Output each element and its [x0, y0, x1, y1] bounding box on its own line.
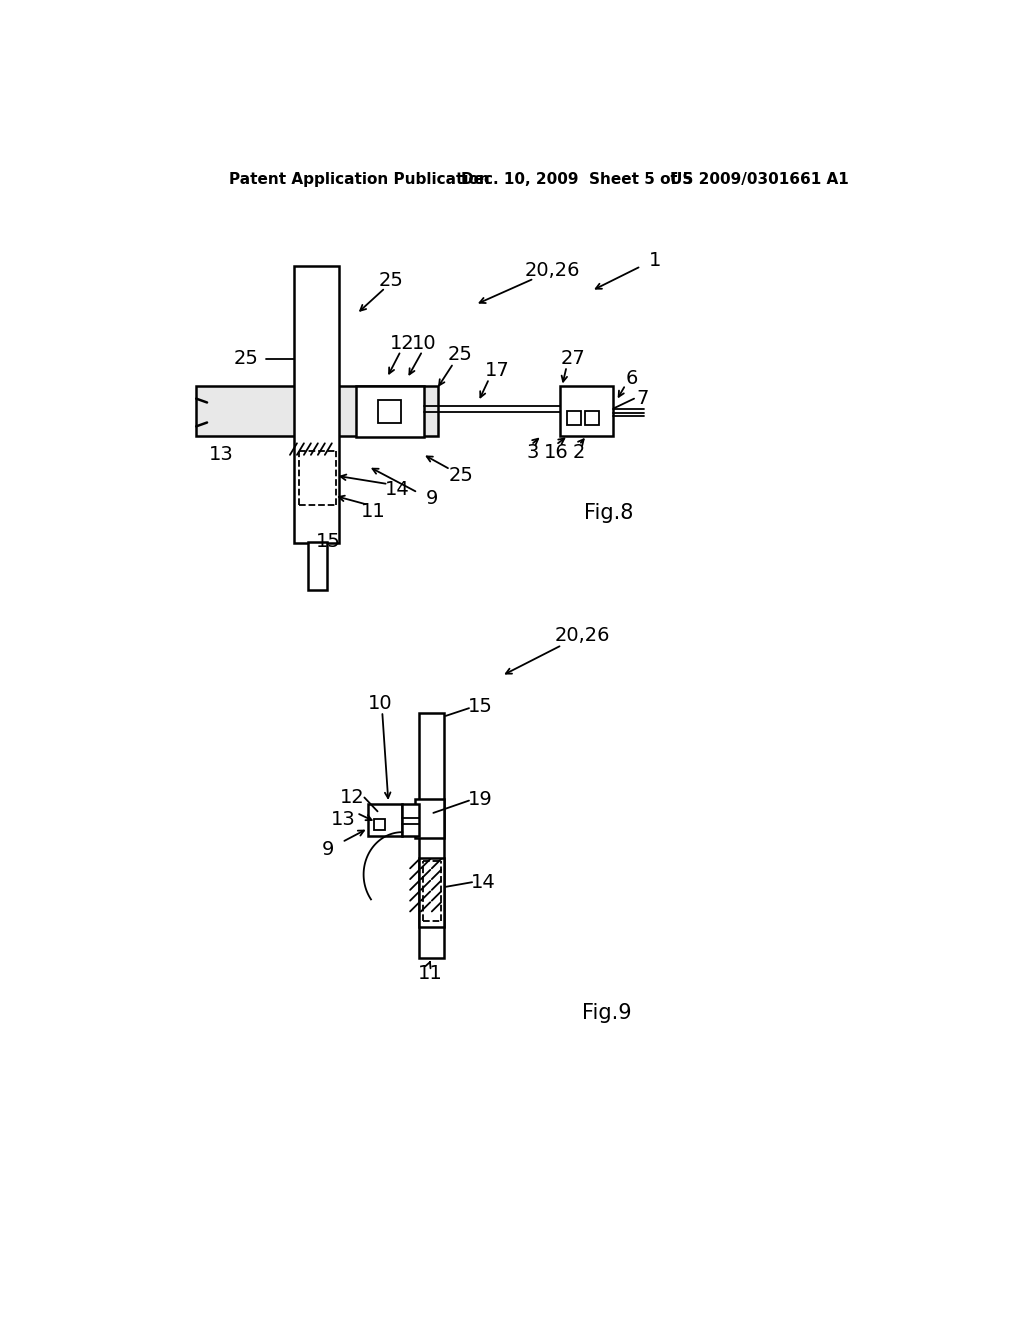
Bar	[308, 543, 328, 590]
Bar	[420, 713, 444, 958]
Text: 27: 27	[560, 348, 586, 368]
Text: Patent Application Publication: Patent Application Publication	[228, 173, 489, 187]
Bar	[420, 858, 444, 927]
Text: 10: 10	[369, 694, 393, 713]
Bar	[566, 411, 581, 425]
Text: 25: 25	[233, 348, 258, 368]
Bar	[369, 804, 402, 836]
Bar	[375, 818, 385, 830]
Text: 12: 12	[390, 334, 415, 352]
Text: 25: 25	[379, 271, 403, 289]
Text: 14: 14	[471, 873, 496, 892]
Text: 16: 16	[544, 444, 568, 462]
Bar	[378, 400, 400, 424]
Text: Fig.8: Fig.8	[584, 503, 633, 523]
Text: 14: 14	[385, 480, 410, 499]
Text: 10: 10	[412, 334, 436, 352]
Text: 25: 25	[449, 466, 474, 486]
Text: 20,26: 20,26	[554, 626, 610, 645]
Text: Fig.9: Fig.9	[582, 1003, 632, 1023]
Text: 20,26: 20,26	[525, 260, 581, 280]
Text: 7: 7	[636, 389, 649, 408]
Text: 15: 15	[467, 697, 493, 717]
Text: 9: 9	[322, 841, 334, 859]
Text: 11: 11	[360, 502, 385, 520]
Text: 13: 13	[331, 809, 355, 829]
Text: 11: 11	[418, 964, 442, 982]
Bar	[356, 387, 424, 437]
Text: 15: 15	[315, 532, 340, 552]
Bar	[586, 411, 599, 425]
Text: 6: 6	[626, 370, 638, 388]
Text: 9: 9	[426, 490, 438, 508]
Text: 17: 17	[484, 360, 509, 380]
Text: Dec. 10, 2009  Sheet 5 of 5: Dec. 10, 2009 Sheet 5 of 5	[461, 173, 693, 187]
Bar	[402, 804, 420, 836]
Bar	[560, 387, 613, 436]
Text: 13: 13	[209, 445, 233, 463]
Text: 3: 3	[526, 444, 539, 462]
Text: 25: 25	[447, 346, 472, 364]
Text: 12: 12	[340, 788, 366, 807]
Text: US 2009/0301661 A1: US 2009/0301661 A1	[671, 173, 849, 187]
Bar	[197, 387, 438, 436]
Bar	[415, 799, 444, 838]
Text: 19: 19	[468, 789, 493, 809]
Text: 1: 1	[649, 251, 662, 269]
Bar	[294, 267, 339, 544]
Text: 2: 2	[572, 444, 586, 462]
